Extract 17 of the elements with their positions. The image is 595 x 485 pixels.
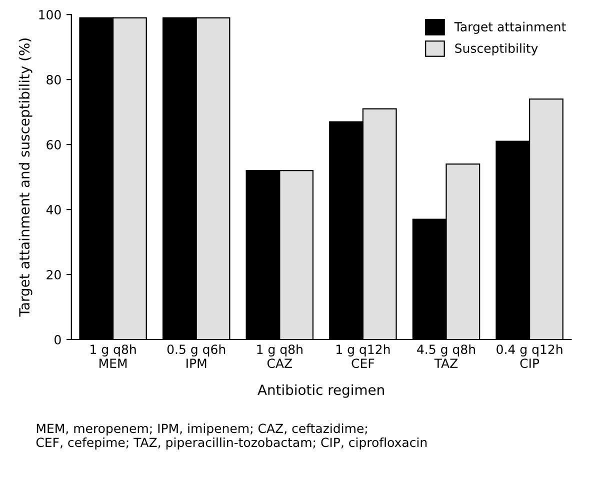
y-tick-label: 0	[54, 334, 61, 344]
legend-label: Target attainment	[454, 22, 566, 34]
x-tick-label: 4.5 g q8h TAZ	[417, 344, 475, 368]
x-tick-label: 1 g q12h CEF	[336, 344, 390, 368]
y-tick-label: 60	[46, 140, 61, 150]
legend-label: Susceptibility	[455, 43, 538, 56]
text: MEM, meropenem; IPM, imipenem; CAZ, ceftazidime; CEF, cefepime; TAZ, piperacillin-tozobactam; CIP, ciprofloxacin	[36, 423, 427, 450]
x-tick-label: 1 g q8h MEM	[90, 344, 136, 368]
y-axis-title: Target attainment and susceptibility (%)	[18, 38, 32, 317]
x-tick-label: 0.4 g q12h CIP	[496, 344, 562, 368]
x-axis-title: Antibiotic regimen	[258, 384, 384, 398]
y-tick-label: 80	[46, 75, 61, 84]
y-tick-label: 100	[39, 10, 61, 20]
x-tick-label: 0.5 g q6h IPM	[167, 344, 226, 368]
y-tick-label: 40	[46, 204, 61, 214]
x-tick-label: 1 g q8h CAZ	[257, 344, 302, 368]
y-tick-label: 20	[46, 270, 61, 280]
